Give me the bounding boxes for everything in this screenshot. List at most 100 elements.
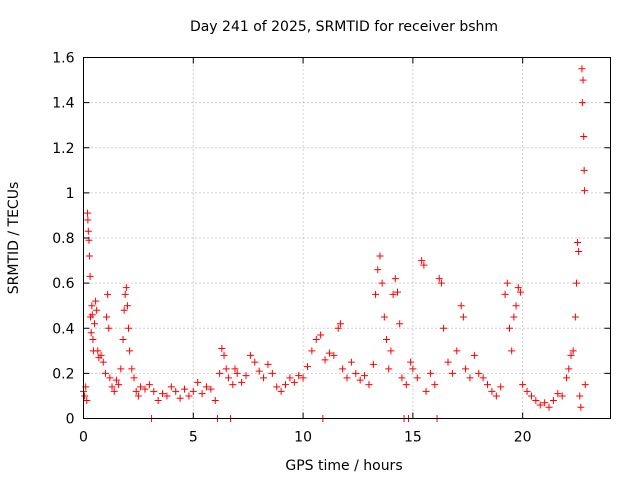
data-point [93, 306, 101, 314]
data-point [273, 383, 281, 391]
data-point [145, 381, 153, 389]
data-point [505, 324, 513, 332]
data-point [462, 365, 470, 373]
data-point [87, 329, 95, 337]
data-point [437, 279, 445, 287]
data-point [207, 385, 215, 393]
data-point [503, 279, 511, 287]
data-point [88, 311, 96, 319]
data-point [125, 324, 133, 332]
data-point [492, 392, 500, 400]
data-point [577, 403, 585, 411]
data-point [444, 358, 452, 366]
data-point [574, 239, 582, 247]
data-point [372, 290, 380, 298]
data-point [260, 374, 268, 382]
data-point [115, 381, 123, 389]
data-point [172, 387, 180, 395]
data-point [181, 385, 189, 393]
data-point [218, 345, 226, 353]
data-point [435, 275, 443, 283]
y-tick-label: 0.4 [52, 321, 74, 337]
x-axis: 0 5 10 15 20 [79, 57, 532, 446]
data-point [457, 302, 465, 310]
data-point [383, 336, 391, 344]
data-point [130, 374, 138, 382]
data-point [519, 381, 527, 389]
data-point [549, 396, 557, 404]
data-point [167, 383, 175, 391]
data-point [128, 365, 136, 373]
data-point [106, 374, 114, 382]
data-point [308, 347, 316, 355]
data-point [572, 279, 580, 287]
data-point [286, 374, 294, 382]
x-tick-label: 10 [294, 430, 312, 446]
data-point [176, 394, 184, 402]
data-point [488, 387, 496, 395]
data-point [242, 372, 250, 380]
data-point [202, 383, 210, 391]
data-point [470, 351, 478, 359]
data-point [336, 320, 344, 328]
data-point [448, 369, 456, 377]
data-point [369, 360, 377, 368]
data-point [497, 383, 505, 391]
data-point [229, 381, 237, 389]
data-point [475, 369, 483, 377]
data-point [81, 392, 89, 400]
data-point [459, 313, 467, 321]
data-point [516, 288, 524, 296]
data-point [387, 347, 395, 355]
data-point [466, 374, 474, 382]
data-point [343, 374, 351, 382]
data-point [578, 65, 586, 73]
data-point [339, 365, 347, 373]
data-point [378, 279, 386, 287]
data-point [163, 392, 171, 400]
y-tick-label: 0.6 [52, 276, 74, 292]
data-point [303, 363, 311, 371]
data-point [523, 387, 531, 395]
data-point [120, 306, 128, 314]
data-point [580, 132, 588, 140]
data-point [402, 381, 410, 389]
data-point [356, 376, 364, 384]
data-point [536, 401, 544, 409]
data-point [407, 358, 415, 366]
data-point [422, 387, 430, 395]
y-tick-label: 1.6 [52, 51, 74, 67]
data-point [563, 374, 571, 382]
data-point [409, 365, 417, 373]
x-tick-label: 15 [404, 430, 422, 446]
data-point [88, 302, 96, 310]
data-point [154, 396, 162, 404]
data-point [86, 272, 94, 280]
data-point [198, 390, 206, 398]
data-point [581, 381, 589, 389]
data-point [159, 390, 167, 398]
data-point [264, 360, 272, 368]
data-point [150, 387, 158, 395]
data-point [431, 381, 439, 389]
data-point [512, 302, 520, 310]
data-point [545, 403, 553, 411]
data-point [238, 378, 246, 386]
data-point [83, 396, 91, 404]
data-point [216, 369, 224, 377]
data-point [110, 387, 118, 395]
data-point [119, 336, 127, 344]
data-point [527, 392, 535, 400]
y-tick-label: 0.8 [52, 231, 74, 247]
data-point [84, 216, 92, 224]
data-point [325, 349, 333, 357]
data-point [255, 367, 263, 375]
data-point [567, 351, 575, 359]
x-tick-label: 0 [79, 430, 88, 446]
data-point [396, 320, 404, 328]
y-tick-label: 1.2 [52, 141, 74, 157]
data-point [94, 347, 102, 355]
data-point [141, 385, 149, 393]
data-point [334, 324, 342, 332]
